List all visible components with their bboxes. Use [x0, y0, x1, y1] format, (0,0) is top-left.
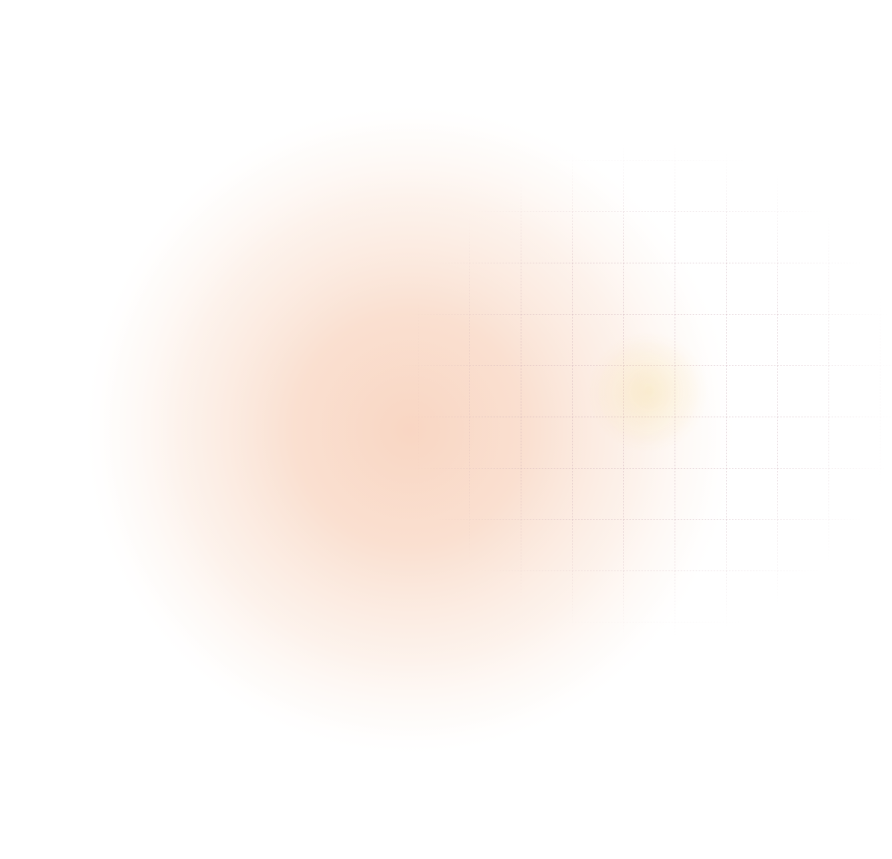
grid [400, 140, 892, 640]
grid-highlight [560, 330, 740, 460]
